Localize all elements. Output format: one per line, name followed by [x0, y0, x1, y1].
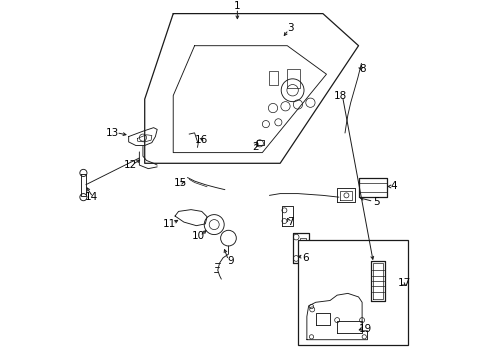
Text: 16: 16 [195, 135, 208, 145]
Text: 3: 3 [287, 23, 294, 33]
Text: 19: 19 [358, 324, 371, 334]
Bar [286, 69, 299, 89]
Text: 8: 8 [358, 64, 365, 74]
Text: 1: 1 [234, 1, 240, 12]
Text: 12: 12 [123, 160, 137, 170]
Bar [297, 240, 407, 345]
Bar [299, 238, 305, 254]
Bar [269, 71, 278, 85]
Text: 18: 18 [333, 91, 346, 100]
Text: 2: 2 [251, 142, 258, 152]
Text: 10: 10 [191, 231, 204, 241]
Text: 15: 15 [173, 178, 186, 188]
Text: 4: 4 [390, 181, 397, 192]
Text: 17: 17 [397, 278, 411, 288]
Text: 9: 9 [226, 256, 233, 266]
Text: 11: 11 [163, 219, 176, 229]
Text: 13: 13 [106, 128, 119, 138]
Text: 6: 6 [301, 253, 308, 263]
Text: 7: 7 [287, 217, 294, 227]
Text: 5: 5 [372, 198, 379, 207]
Text: 14: 14 [84, 192, 98, 202]
